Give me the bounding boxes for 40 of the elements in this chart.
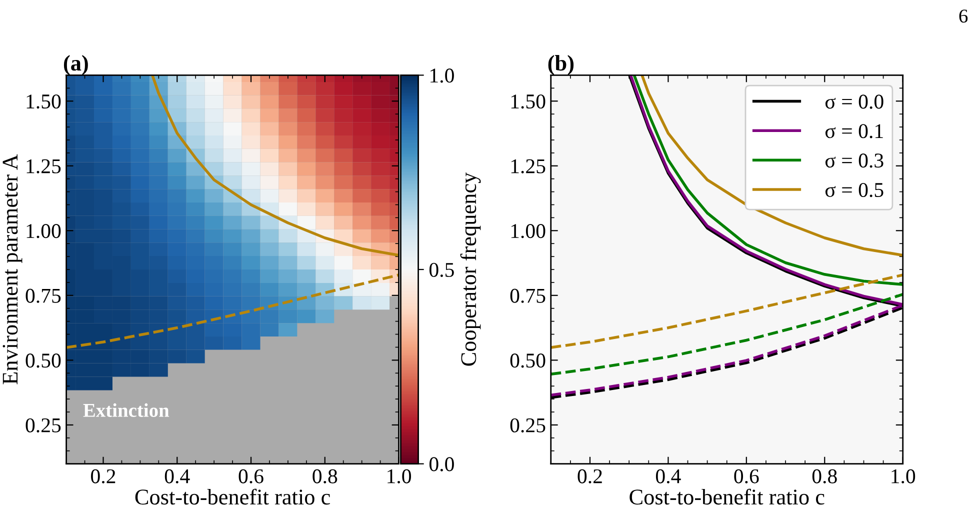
- y-tick-label: 0.25: [26, 418, 61, 432]
- y-tick-label: 1.00: [511, 224, 546, 238]
- x-tick-label: 0.2: [578, 469, 602, 484]
- y-tick-label: 0.25: [510, 418, 546, 432]
- legend-label: σ = 0.1: [825, 124, 883, 138]
- legend-label: σ = 0.0: [825, 94, 884, 109]
- line-series: [550, 292, 903, 376]
- text: 6: [959, 10, 968, 23]
- annotation: Extinction: [83, 403, 170, 417]
- y-tick-label: 1.50: [511, 94, 546, 109]
- y-tick-label: 1.50: [26, 94, 61, 109]
- x-tick-label: 0.2: [91, 469, 116, 484]
- x-tick-label: 1.0: [388, 469, 411, 484]
- line-series: [640, 75, 903, 257]
- x-tick-label: 1.0: [892, 469, 916, 484]
- x-tick-label: 0.8: [312, 469, 338, 484]
- x-tick-label: 0.6: [734, 469, 759, 484]
- color-bar-title: Cooperator frequency: [460, 172, 481, 366]
- x-axis-title: Cost-to-benefit ratio c: [135, 488, 330, 505]
- x-tick-label: 0.4: [656, 469, 681, 484]
- y-tick-label: 1.25: [26, 159, 61, 174]
- y-tick-label: 1.25: [511, 159, 546, 174]
- y-tick-label: 0.50: [510, 354, 546, 368]
- y-tick-label: 0.75: [510, 288, 546, 303]
- chart-title: (b): [548, 55, 574, 76]
- legend-label: σ = 0.5: [825, 182, 884, 198]
- color-bar-label: 0.5: [429, 262, 454, 278]
- y-tick-label: 0.75: [26, 288, 61, 303]
- x-axis-title: Cost-to-benefit ratio c: [630, 488, 824, 505]
- x-tick-label: 0.4: [164, 469, 190, 484]
- line-series: [550, 274, 903, 349]
- y-tick-label: 1.00: [26, 224, 61, 238]
- color-bar-label: 1.0: [430, 68, 454, 83]
- x-tick-label: 0.8: [812, 469, 837, 484]
- y-axis-title: Environment parameter A: [2, 154, 22, 384]
- chart-title: (a): [64, 55, 88, 76]
- x-tick-label: 0.6: [238, 469, 264, 484]
- color-bar-label: 0.0: [429, 457, 454, 472]
- legend-label: σ = 0.3: [825, 154, 884, 168]
- y-tick-label: 0.50: [26, 354, 61, 368]
